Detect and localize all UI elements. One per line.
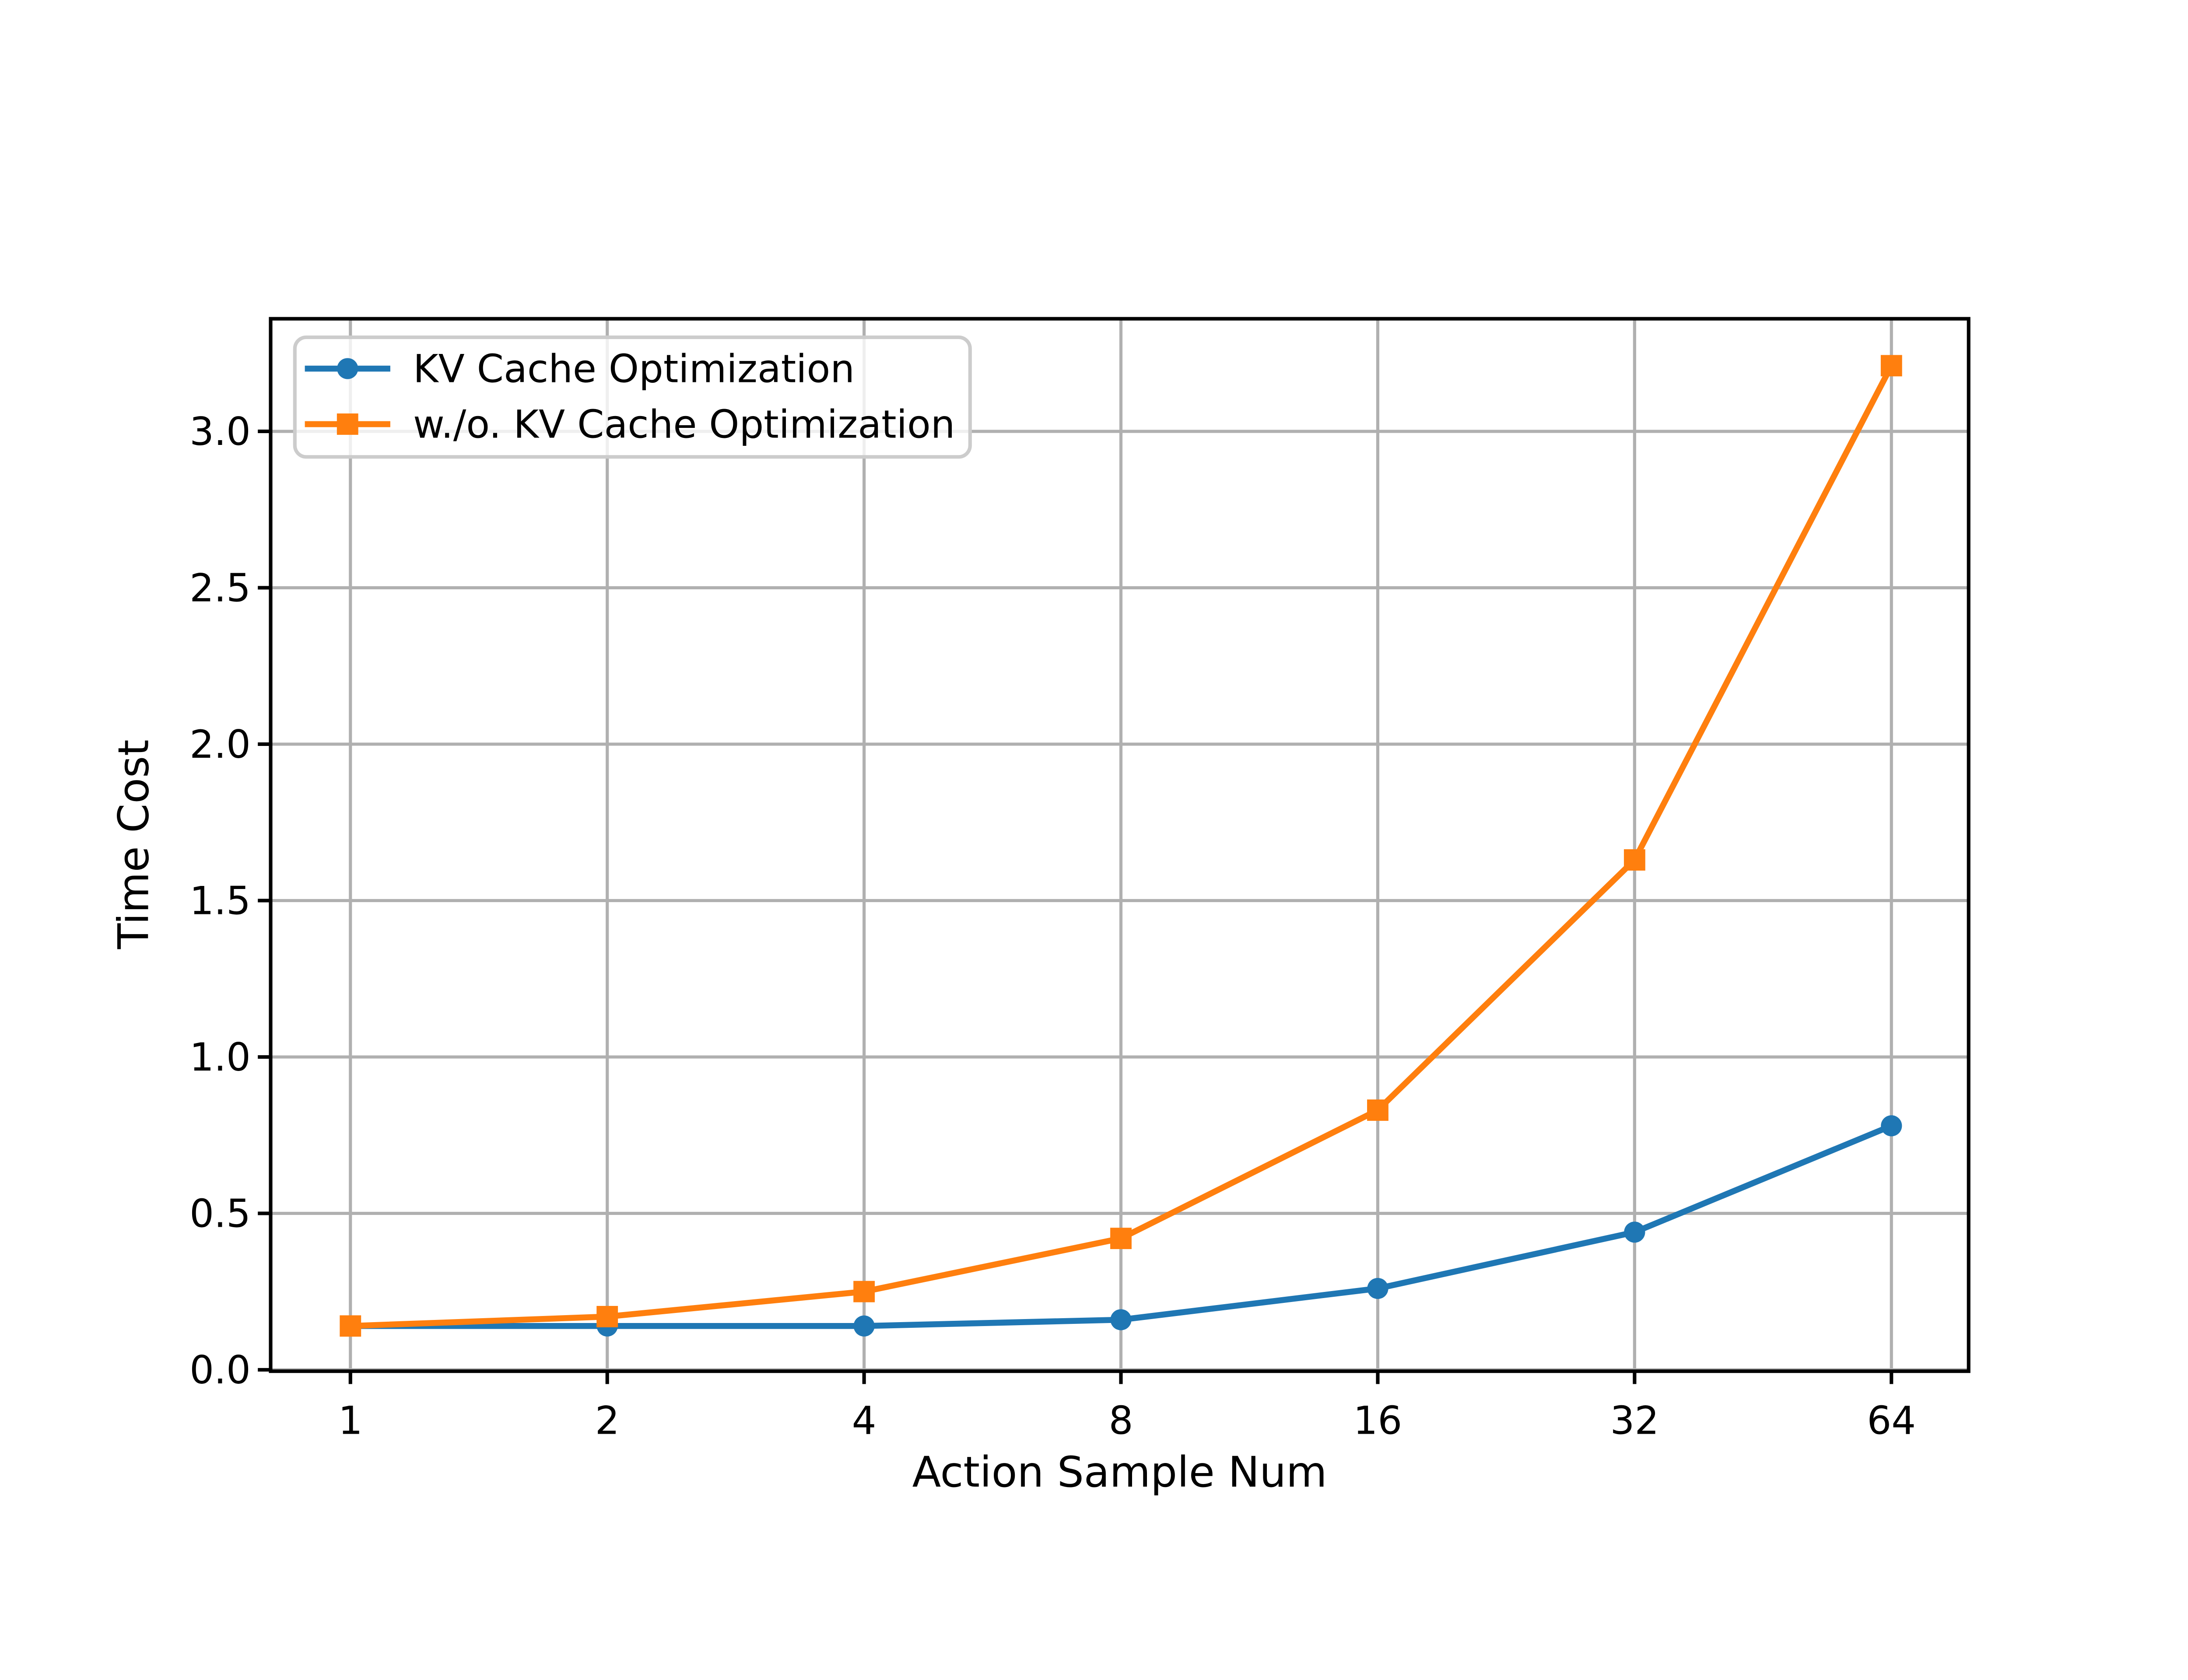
data-point-marker xyxy=(1367,1278,1389,1299)
legend-circle-marker-icon xyxy=(337,358,358,379)
y-tick-label: 0.0 xyxy=(189,1348,251,1393)
data-point-marker xyxy=(596,1306,618,1327)
data-point-marker xyxy=(340,1315,361,1337)
legend-label: KV Cache Optimization xyxy=(413,346,855,391)
y-tick-label: 3.0 xyxy=(189,409,251,454)
x-tick-label: 2 xyxy=(595,1398,620,1443)
data-point-marker xyxy=(1367,1099,1389,1121)
data-point-marker xyxy=(1623,849,1645,871)
x-tick-label: 32 xyxy=(1610,1398,1659,1443)
legend: KV Cache Optimization w./o. KV Cache Opt… xyxy=(293,335,972,459)
data-point-marker xyxy=(853,1281,875,1302)
legend-entry: KV Cache Optimization xyxy=(305,346,855,391)
y-tick-label: 1.0 xyxy=(189,1035,251,1080)
x-tick-label: 4 xyxy=(852,1398,877,1443)
legend-square-marker-icon xyxy=(337,413,358,435)
data-point-marker xyxy=(1881,1115,1902,1137)
data-point-marker xyxy=(1624,1222,1645,1243)
legend-box xyxy=(293,335,972,459)
data-point-marker xyxy=(1880,355,1902,377)
x-axis-label: Action Sample Num xyxy=(912,1448,1327,1497)
legend-entry: w./o. KV Cache Optimization xyxy=(305,402,955,447)
data-point-marker xyxy=(1110,1309,1132,1330)
legend-label: w./o. KV Cache Optimization xyxy=(413,402,955,447)
x-tick-label: 1 xyxy=(338,1398,363,1443)
y-tick-label: 0.5 xyxy=(189,1191,251,1236)
y-tick-label: 2.5 xyxy=(189,565,251,610)
plot-border xyxy=(269,317,1971,1373)
y-tick-label: 1.5 xyxy=(189,878,251,923)
data-point-marker xyxy=(1110,1228,1132,1250)
x-tick-label: 16 xyxy=(1353,1398,1403,1443)
y-tick-label: 2.0 xyxy=(189,722,251,767)
y-axis-label: Time Cost xyxy=(109,739,158,949)
data-point-marker xyxy=(853,1315,875,1337)
x-tick-label: 8 xyxy=(1109,1398,1133,1443)
x-tick-label: 64 xyxy=(1867,1398,1916,1443)
